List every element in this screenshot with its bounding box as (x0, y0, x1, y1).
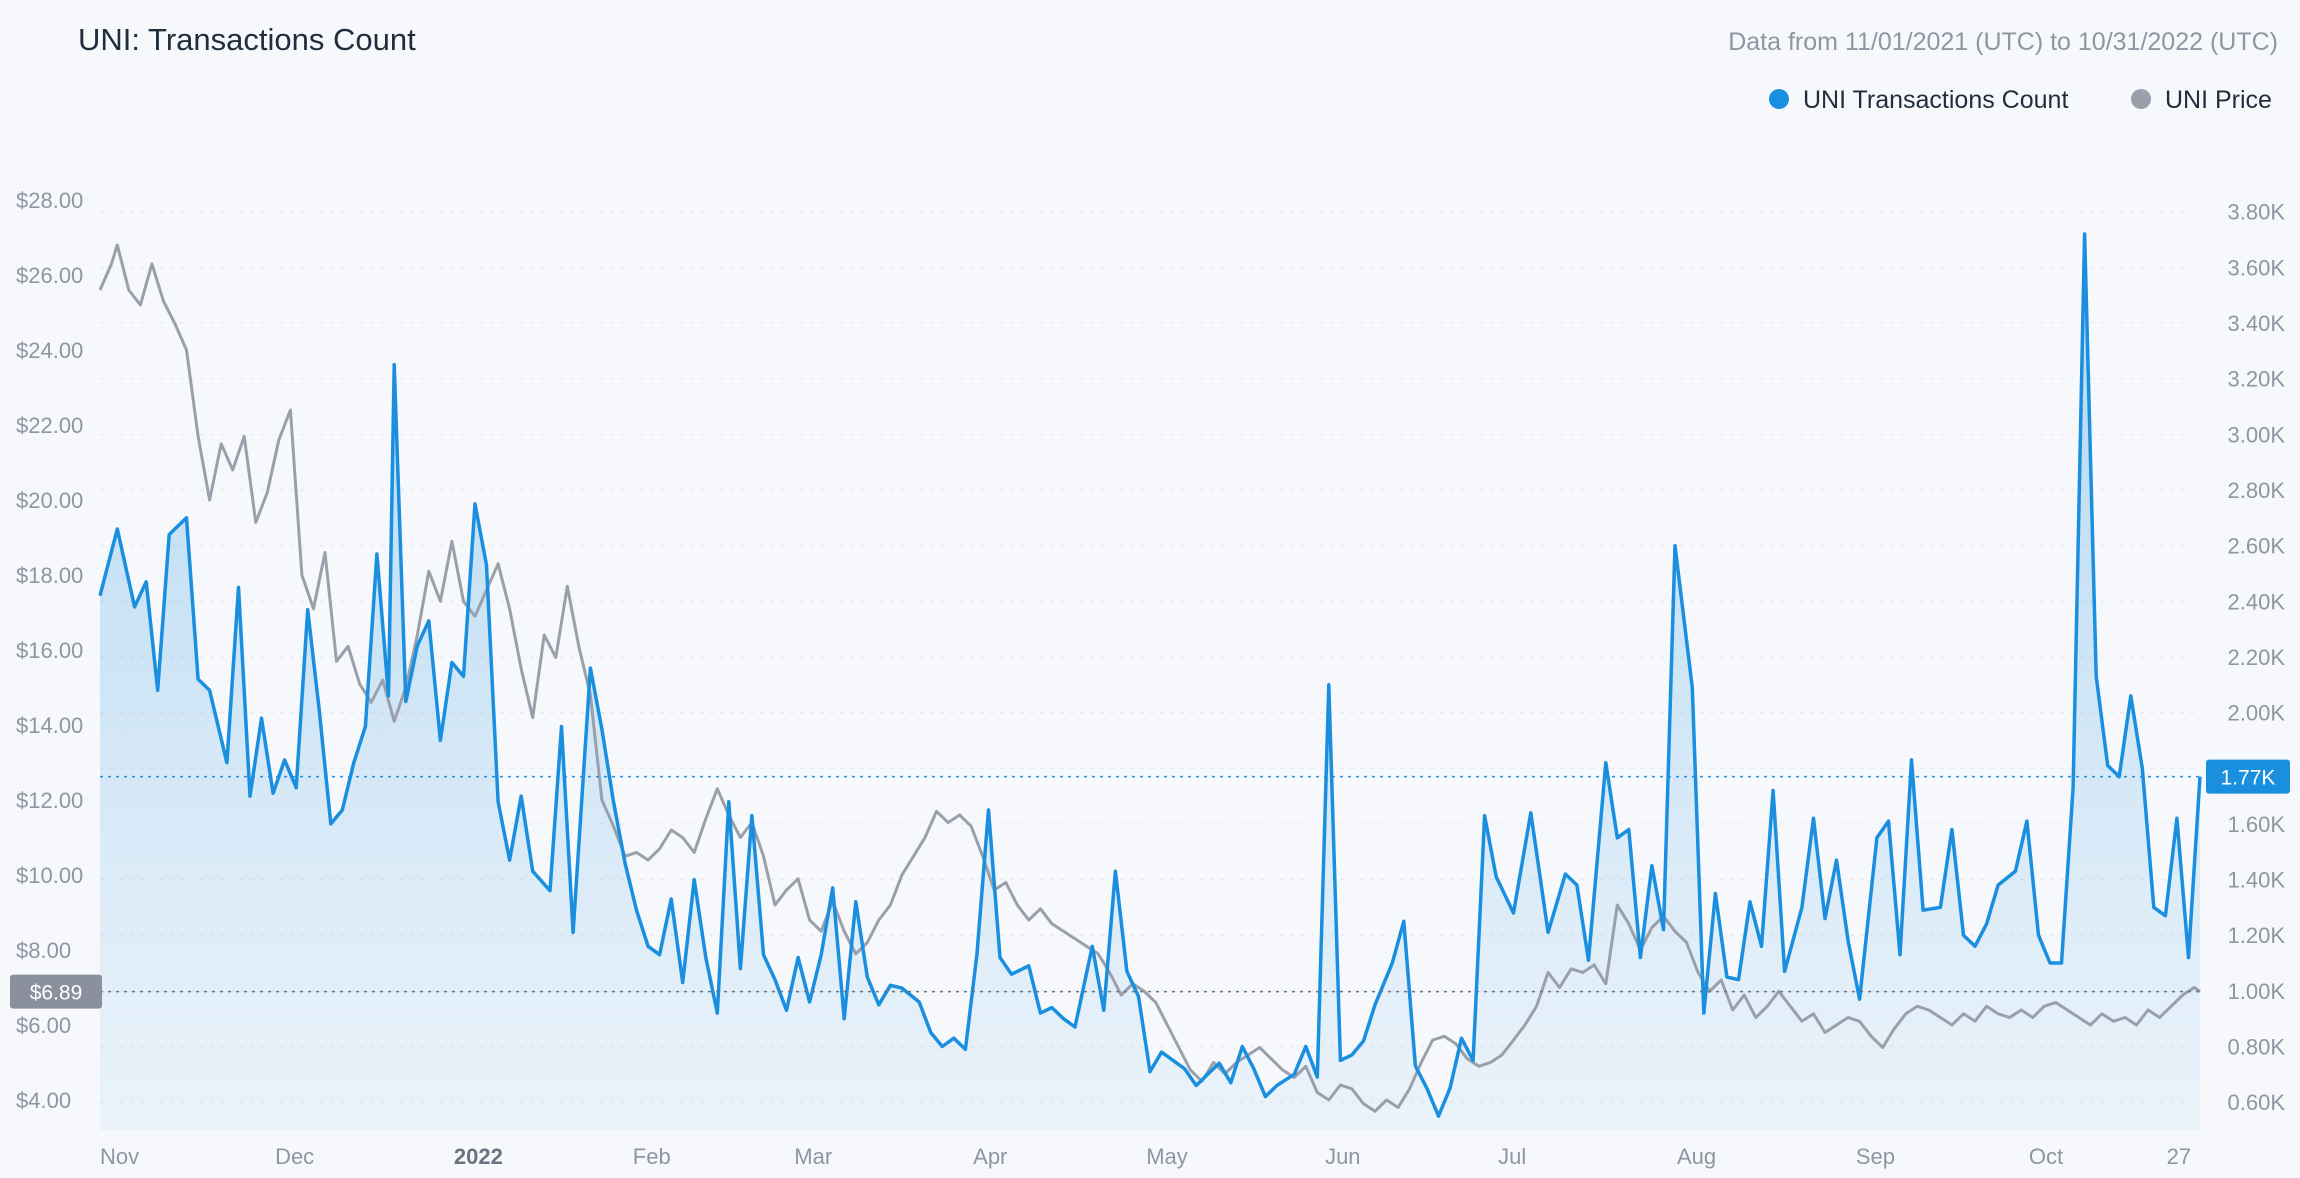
right-tick-label: 1.60K (2228, 812, 2286, 837)
right-tick-label: 3.60K (2228, 255, 2286, 280)
current-price-badge: $6.89 (10, 974, 102, 1009)
right-tick-label: 0.80K (2228, 1035, 2286, 1060)
x-tick-label: Jun (1325, 1144, 1360, 1169)
right-tick-label: 2.40K (2228, 589, 2286, 614)
x-tick-label: Aug (1677, 1144, 1716, 1169)
right-tick-label: 1.00K (2228, 979, 2286, 1004)
legend-marker-transactions (1769, 89, 1789, 109)
left-tick-label: $20.00 (16, 488, 83, 513)
left-tick-label: $8.00 (16, 938, 71, 963)
legend-item-transactions[interactable]: UNI Transactions Count (1769, 86, 2068, 114)
right-tick-label: 0.60K (2228, 1090, 2286, 1115)
x-tick-label: May (1146, 1144, 1188, 1169)
right-axis: 0.60K0.80K1.00K1.20K1.40K1.60K1.80K2.00K… (2228, 200, 2286, 1115)
left-tick-label: $26.00 (16, 263, 83, 288)
left-tick-label: $16.00 (16, 638, 83, 663)
left-tick-label: $6.00 (16, 1013, 71, 1038)
current-transactions-value: 1.77K (2221, 767, 2276, 790)
left-tick-label: $4.00 (16, 1088, 71, 1113)
legend: UNI Transactions Count UNI Price (1769, 86, 2272, 114)
right-tick-label: 3.20K (2228, 367, 2286, 392)
left-tick-label: $28.00 (16, 188, 83, 213)
x-tick-label: Oct (2029, 1144, 2063, 1169)
right-tick-label: 3.40K (2228, 311, 2286, 336)
x-tick-label: 27 (2167, 1144, 2191, 1169)
x-tick-label: Feb (633, 1144, 671, 1169)
right-tick-label: 1.40K (2228, 868, 2286, 893)
left-tick-label: $12.00 (16, 788, 83, 813)
legend-marker-price (2131, 89, 2151, 109)
date-range: Data from 11/01/2021 (UTC) to 10/31/2022… (1728, 28, 2278, 56)
right-tick-label: 2.20K (2228, 645, 2286, 670)
x-tick-label: Nov (100, 1144, 139, 1169)
price-series-line (98, 243, 2201, 1113)
current-price-value: $6.89 (30, 982, 83, 1005)
legend-label-price: UNI Price (2165, 86, 2272, 114)
x-tick-label: Sep (1856, 1144, 1895, 1169)
left-tick-label: $10.00 (16, 863, 83, 888)
x-tick-label: Mar (794, 1144, 832, 1169)
transactions-area (100, 234, 2200, 1130)
x-axis: Nov Dec 2022 Feb Mar Apr May Jun Jul Aug Sep Oct 27 (100, 1144, 2191, 1169)
current-transactions-badge: 1.77K (2206, 759, 2290, 794)
chart-title: UNI: Transactions Count (78, 22, 416, 57)
left-tick-label: $22.00 (16, 413, 83, 438)
transactions-series-line (98, 232, 2202, 1118)
left-tick-label: $24.00 (16, 338, 83, 363)
left-axis: $4.00 $6.00 $8.00 $10.00 $12.00 $14.00 $16.00 $… (16, 188, 83, 1113)
left-tick-label: $14.00 (16, 713, 83, 738)
right-tick-label: 3.80K (2228, 200, 2286, 225)
left-tick-label: $18.00 (16, 563, 83, 588)
legend-label-transactions: UNI Transactions Count (1803, 86, 2068, 114)
right-tick-label: 2.80K (2228, 478, 2286, 503)
right-tick-label: 2.60K (2228, 534, 2286, 559)
x-tick-label: Dec (275, 1144, 314, 1169)
x-tick-label: Jul (1498, 1144, 1526, 1169)
right-tick-label: 2.00K (2228, 701, 2286, 726)
x-tick-label: 2022 (454, 1144, 503, 1169)
legend-item-price[interactable]: UNI Price (2131, 86, 2272, 114)
x-tick-label: Apr (973, 1144, 1007, 1169)
right-tick-label: 3.00K (2228, 422, 2286, 447)
right-tick-label: 1.20K (2228, 923, 2286, 948)
